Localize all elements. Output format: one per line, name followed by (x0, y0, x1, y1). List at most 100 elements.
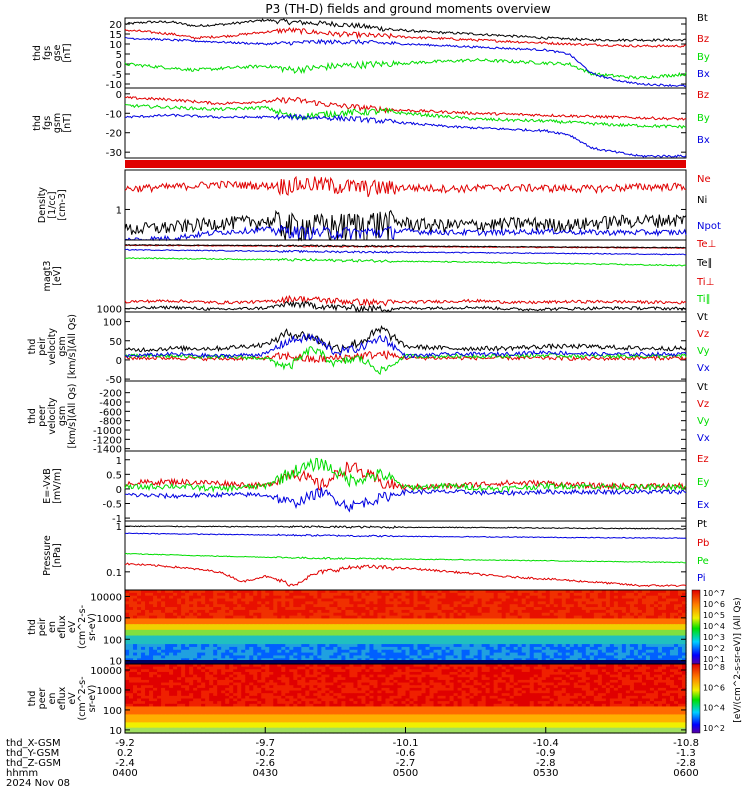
spectrogram-cell (345, 615, 350, 620)
spectrogram-cell (641, 627, 647, 631)
spectrogram-cell (625, 618, 631, 622)
spectrogram-cell (561, 627, 567, 631)
spectrogram-cell (421, 607, 427, 611)
spectrogram-cell (261, 624, 266, 628)
spectrogram-cell (465, 664, 471, 668)
spectrogram-cell (521, 629, 527, 634)
spectrogram-cell (565, 615, 571, 620)
spectrogram-cell (341, 627, 346, 631)
spectrogram-cell (221, 601, 226, 605)
spectrogram-cell (645, 679, 651, 684)
spectrogram-cell (361, 624, 367, 628)
spectrogram-cell (273, 646, 278, 651)
spectrogram-cell (497, 644, 503, 648)
spectrogram-cell (321, 644, 326, 648)
spectrogram-cell (613, 677, 619, 681)
spectrogram-cell (581, 632, 587, 637)
spectrogram-cell (365, 677, 371, 681)
spectrogram-cell (553, 629, 559, 634)
spectrogram-cell (281, 674, 286, 678)
spectrogram-cell (657, 679, 663, 684)
spectrogram-cell (617, 664, 623, 668)
spectrogram-cell (677, 655, 683, 659)
spectrogram-cell (365, 646, 371, 651)
spectrogram-cell (381, 612, 387, 617)
spectrogram-cell (217, 649, 222, 654)
spectrogram-cell (245, 666, 250, 670)
spectrogram-cell (361, 590, 367, 594)
spectrogram-cell (277, 644, 282, 648)
spectrogram-cell (429, 666, 435, 670)
spectrogram-cell (621, 649, 627, 654)
spectrogram-cell (221, 641, 226, 645)
spectrogram-cell (369, 612, 375, 617)
spectrogram-cell (605, 624, 611, 628)
spectrogram-cell (313, 649, 318, 654)
spectrogram-cell (277, 615, 282, 620)
spectrogram-cell (457, 627, 463, 631)
spectrogram-cell (289, 609, 294, 614)
spectrogram-cell (149, 669, 154, 673)
spectrogram-cell (509, 590, 515, 594)
spectrogram-cell (457, 638, 463, 642)
spectrogram-cell (221, 635, 226, 639)
spectrogram-cell (537, 601, 543, 605)
spectrogram-cell (249, 644, 254, 648)
spectrogram-cell (653, 612, 659, 617)
spectrogram-cell (237, 664, 242, 668)
spectrogram-cell (433, 615, 439, 620)
spectrogram-cell (461, 652, 467, 657)
spectrogram-cell (641, 649, 647, 654)
spectrogram-cell (553, 664, 559, 668)
spectrogram-cell (209, 609, 214, 614)
spectrogram-cell (321, 641, 326, 645)
spectrogram-cell (637, 621, 643, 625)
legend-entry: Bz (697, 34, 709, 45)
spectrogram-cell (593, 644, 599, 648)
spectrogram-cell (189, 595, 194, 600)
spectrogram-cell (293, 664, 298, 668)
spectrogram-cell (445, 638, 451, 642)
spectrogram-cell (173, 629, 178, 634)
spectrogram-cell (217, 629, 222, 634)
spectrogram-cell (441, 635, 447, 639)
spectrogram-cell (229, 598, 234, 602)
spectrogram-cell (353, 595, 359, 600)
spectrogram-cell (653, 666, 659, 670)
spectrogram-cell (557, 682, 563, 686)
spectrogram-cell (189, 646, 194, 651)
spectrogram-cell (261, 666, 266, 670)
spectrogram-cell (525, 609, 531, 614)
spectrogram-cell (661, 674, 667, 678)
spectrogram-cell (665, 590, 671, 594)
y-axis-label: fgs (42, 116, 53, 130)
spectrogram-cell (517, 629, 523, 634)
spectrogram-cell (213, 677, 218, 681)
spectrogram-cell (245, 607, 250, 611)
spectrogram-cell (577, 674, 583, 678)
spectrogram-cell (541, 671, 547, 676)
spectrogram-cell (153, 635, 158, 639)
spectrogram-cell (237, 607, 242, 611)
spectrogram-cell (629, 612, 635, 617)
spectrogram-cell (269, 595, 274, 600)
spectrogram-cell (309, 618, 314, 622)
spectrogram-cell (397, 644, 403, 648)
spectrogram-cell (505, 629, 511, 634)
spectrogram-cell (173, 598, 178, 602)
spectrogram-cell (341, 615, 346, 620)
spectrogram-cell (605, 638, 611, 642)
spectrogram-cell (345, 671, 350, 676)
spectrogram-cell (437, 682, 443, 686)
spectrogram-cell (661, 677, 667, 681)
spectrogram-cell (185, 646, 190, 651)
spectrogram-cell (289, 671, 294, 676)
spectrogram-cell (533, 649, 539, 654)
spectrogram-cell (125, 624, 130, 628)
spectrogram-cell (433, 612, 439, 617)
spectrogram-cell (501, 624, 507, 628)
spectrogram-cell (137, 615, 142, 620)
spectrogram-cell (225, 644, 230, 648)
spectrogram-cell (149, 627, 154, 631)
spectrogram-cell (409, 635, 415, 639)
